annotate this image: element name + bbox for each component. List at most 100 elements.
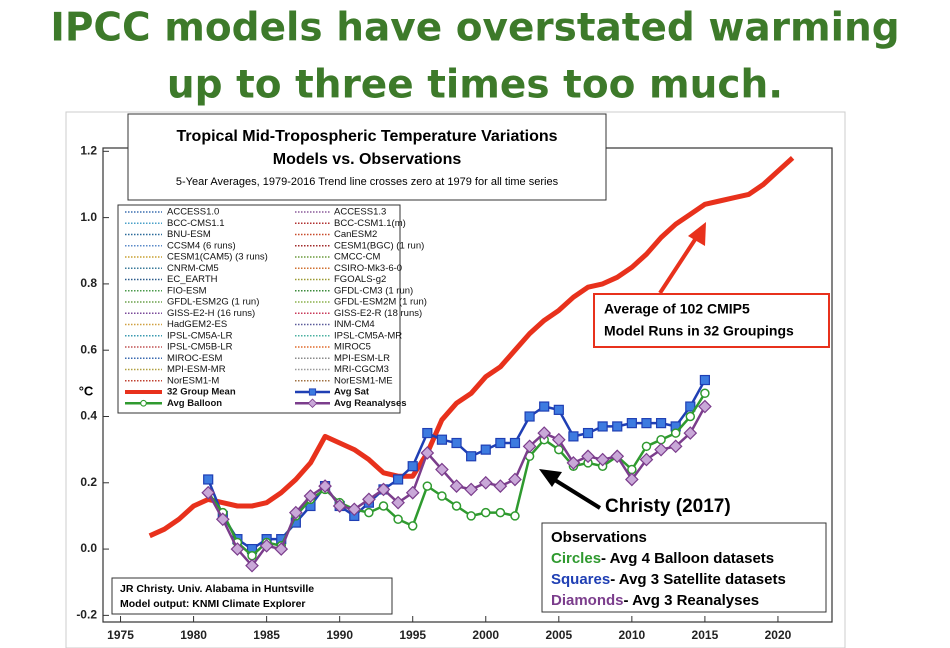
headline: up to three times too much. — [167, 63, 783, 108]
marker-diamond — [303, 489, 318, 503]
legend-label: MPI-ESM-LR — [334, 353, 390, 364]
marker-diamond — [435, 462, 449, 477]
x-tick-label: 1975 — [107, 628, 134, 642]
x-tick-label: 1980 — [180, 628, 207, 642]
legend-label: MIROC5 — [334, 342, 371, 353]
marker-diamond — [668, 439, 683, 454]
legend-label: INM-CM4 — [334, 319, 375, 330]
legend-label: NorESM1-ME — [334, 375, 393, 386]
marker-circle — [495, 507, 506, 518]
marker-diamond — [215, 512, 230, 527]
marker-diamond — [493, 479, 508, 493]
headline: IPCC models have overstated warming — [50, 6, 899, 51]
legend-label: GISS-E2-H (16 runs) — [167, 308, 255, 319]
legend-label: ACCESS1.0 — [167, 207, 219, 218]
legend-label: MRI-CGCM3 — [334, 364, 389, 375]
marker-diamond — [464, 482, 479, 497]
marker-diamond — [639, 452, 654, 467]
annotation: Average of 102 CMIP5 — [604, 301, 750, 317]
marker-circle — [466, 511, 476, 521]
marker-word: Squares — [551, 571, 610, 588]
marker-diamond — [259, 538, 274, 553]
x-tick-label: 2010 — [619, 628, 646, 642]
description: - Avg 3 Reanalyses — [624, 592, 760, 609]
x-tick-label: 1990 — [326, 628, 353, 642]
chart-subtitle: Models vs. Observations — [273, 151, 462, 168]
marker-square — [626, 418, 637, 429]
marker-square — [422, 427, 433, 439]
legend-label: BCC-CMS1.1 — [167, 218, 225, 229]
chart-title: Tropical Mid-Tropospheric Temperature Va… — [176, 128, 557, 145]
marker-square — [597, 421, 608, 432]
marker-circle — [407, 521, 418, 531]
y-axis-label: °C — [79, 383, 94, 398]
legend-label: CMCC-CM — [334, 252, 381, 263]
legend-label: BCC-CSM1.1(m) — [334, 218, 406, 229]
legend-label: CESM1(CAM5) (3 runs) — [167, 252, 268, 263]
annotation-box — [593, 293, 830, 348]
marker-circle — [378, 501, 389, 511]
marker-square — [568, 431, 579, 442]
marker-square — [495, 437, 506, 449]
x-tick-label: 2000 — [472, 628, 499, 642]
legend-label: Avg Balloon — [167, 398, 222, 409]
legend-label: GFDL-ESM2M (1 run) — [334, 297, 427, 308]
marker-diamond — [362, 492, 376, 507]
arrow-head — [539, 469, 562, 487]
marker-circle — [247, 550, 257, 561]
y-tick-label: 0.6 — [80, 342, 97, 356]
marker-circle — [451, 501, 462, 511]
marker-circle — [140, 399, 147, 407]
x-tick-label: 2015 — [692, 628, 719, 642]
marker-diamond — [274, 542, 289, 556]
arrow — [548, 475, 602, 510]
marker-square — [203, 474, 214, 485]
legend-label: Avg Sat — [334, 387, 370, 398]
legend-label: GFDL-ESM2G (1 run) — [167, 297, 259, 308]
observations-line: Circles- Avg 4 Balloon datasets — [551, 550, 774, 567]
credit-box — [111, 577, 393, 615]
y-tick-label: -0.2 — [76, 608, 97, 622]
chart-note: 5-Year Averages, 1979-2016 Trend line cr… — [176, 176, 559, 188]
legend-label: MIROC-ESM — [167, 353, 223, 364]
marker-circle — [656, 434, 666, 445]
marker-diamond — [347, 502, 362, 517]
marker-square — [641, 418, 652, 429]
marker-circle — [554, 444, 564, 455]
legend-label: 32 Group Mean — [167, 387, 236, 398]
legend-label: MPI-ESM-MR — [167, 364, 226, 375]
marker-square — [685, 401, 696, 412]
y-tick-label: 0.0 — [80, 541, 97, 555]
marker-diamond — [420, 446, 435, 460]
legend-box — [117, 204, 401, 414]
legend-label: Avg Reanalyses — [334, 398, 407, 409]
marker-square — [699, 374, 710, 386]
marker-circle — [641, 441, 652, 452]
marker-square — [393, 474, 404, 485]
marker-square — [509, 437, 521, 449]
marker-diamond — [566, 456, 581, 470]
marker-square — [308, 388, 317, 396]
marker-diamond — [508, 472, 522, 487]
marker-word: Circles — [551, 550, 601, 567]
marker-diamond — [288, 505, 303, 520]
x-tick-label: 1995 — [399, 628, 426, 642]
arrow — [658, 230, 702, 295]
annotation: Christy (2017) — [605, 496, 731, 517]
legend-label: NorESM1-M — [167, 375, 219, 386]
credit: JR Christy. Univ. Alabama in Huntsville — [120, 583, 314, 595]
marker-diamond — [478, 475, 493, 490]
marker-diamond — [537, 426, 552, 440]
marker-square — [539, 401, 550, 412]
marker-square — [407, 461, 418, 472]
description: - Avg 4 Balloon datasets — [601, 550, 774, 567]
y-tick-label: 0.8 — [80, 276, 97, 290]
marker-diamond — [654, 442, 668, 457]
legend-label: ACCESS1.3 — [334, 207, 386, 218]
marker-word: Diamonds — [551, 592, 624, 609]
marker-diamond — [307, 398, 318, 409]
legend-label: CSIRO-Mk3-6-0 — [334, 263, 402, 274]
legend-label: CESM1(BGC) (1 run) — [334, 240, 424, 251]
marker-diamond — [595, 452, 610, 467]
